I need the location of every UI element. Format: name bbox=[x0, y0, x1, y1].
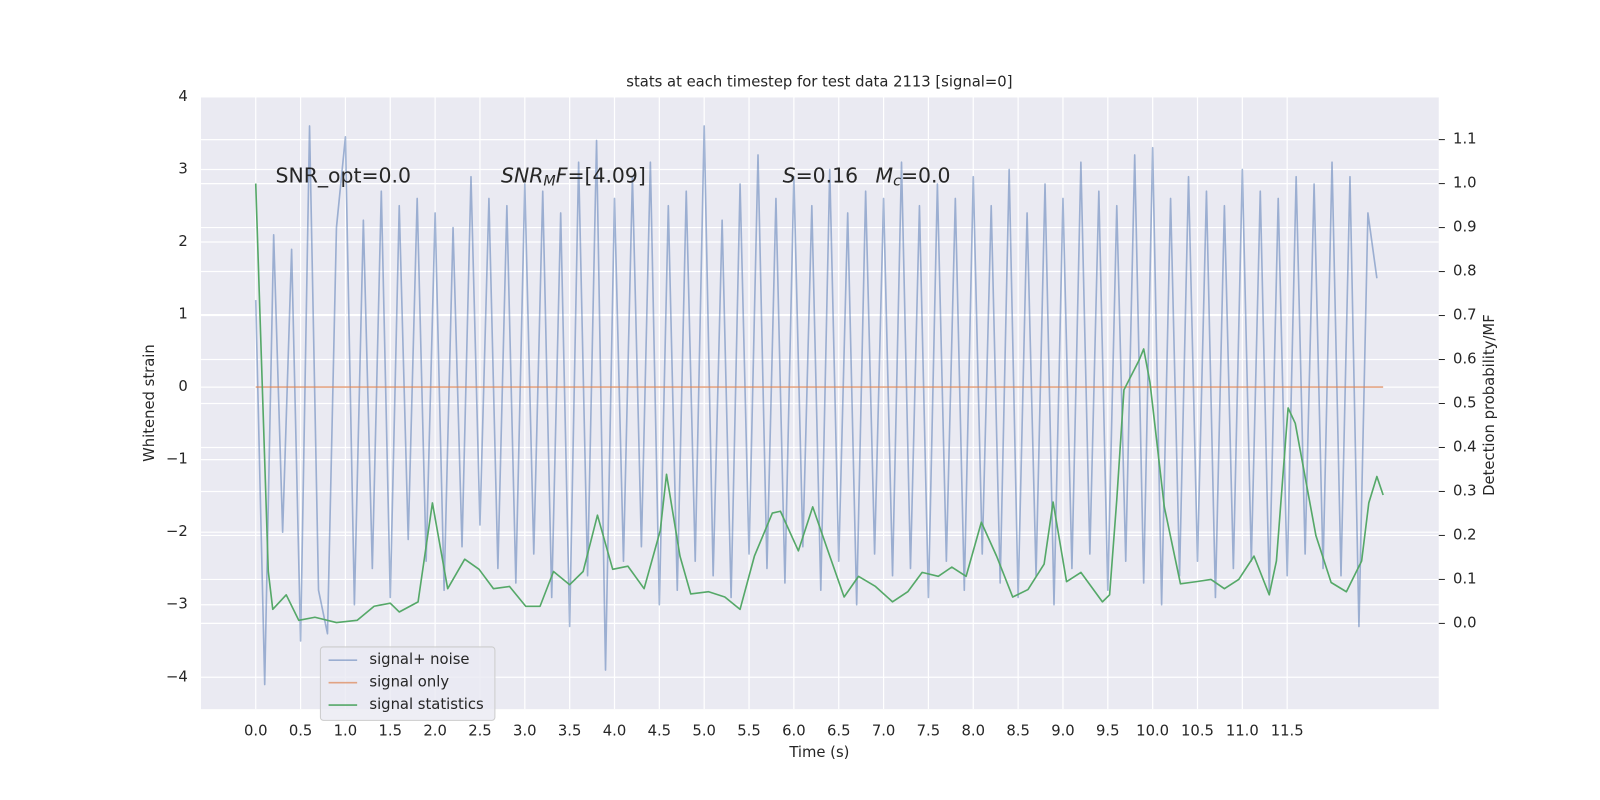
y2-tick-label: 0.7 bbox=[1453, 307, 1477, 324]
annotation-part: SNR bbox=[501, 164, 543, 188]
x-tick-label: 9.0 bbox=[1051, 723, 1075, 740]
x-tick-label: 2.5 bbox=[468, 723, 492, 740]
legend-label: signal only bbox=[369, 674, 449, 691]
y2-tick-label: 0.8 bbox=[1453, 263, 1477, 280]
x-tick-label: 6.0 bbox=[782, 723, 806, 740]
annotation: SNR_opt=0.0 bbox=[276, 164, 411, 189]
x-tick-label: 2.0 bbox=[423, 723, 447, 740]
x-tick-label: 1.5 bbox=[379, 723, 403, 740]
y-tick-label: 3 bbox=[178, 160, 187, 177]
x-tick-label: 11.5 bbox=[1271, 723, 1304, 740]
annotation-part: SNR_opt=0.0 bbox=[276, 164, 411, 189]
legend-label: signal statistics bbox=[369, 696, 483, 713]
y-tick-label: 1 bbox=[178, 306, 187, 323]
annotation: S=0.16 bbox=[783, 164, 858, 188]
y2-tick-label: 0.6 bbox=[1453, 351, 1477, 368]
x-tick-label: 8.5 bbox=[1006, 723, 1030, 740]
x-tick-label: 6.5 bbox=[827, 723, 851, 740]
x-tick-label: 1.0 bbox=[334, 723, 358, 740]
y-tick-label: −4 bbox=[166, 668, 188, 685]
annotation-part: S bbox=[783, 164, 796, 188]
y2-tick-label: 0.1 bbox=[1453, 570, 1477, 587]
x-axis-label: Time (s) bbox=[788, 744, 849, 761]
y-tick-label: 2 bbox=[178, 233, 187, 250]
x-tick-label: 10.0 bbox=[1136, 723, 1169, 740]
legend-frame bbox=[319, 646, 496, 721]
y2-tick-label: 1.1 bbox=[1453, 131, 1477, 148]
x-tick-label: 5.0 bbox=[692, 723, 716, 740]
annotation-part: M bbox=[543, 174, 555, 190]
legend-label: signal+ noise bbox=[369, 651, 469, 668]
y-axis-label: Whitened strain bbox=[141, 344, 158, 462]
x-tick-label: 4.5 bbox=[648, 723, 672, 740]
x-tick-label: 0.0 bbox=[244, 723, 268, 740]
labels: 0.0 0.5 1.0 1.5 2.0 2.5 3.0 3.5 4.0 4.5 5.0 5.5 6.0 6… bbox=[166, 88, 1477, 740]
y-tick-label: −2 bbox=[166, 523, 188, 540]
x-tick-label: 8.0 bbox=[962, 723, 986, 740]
y-tick-label: 4 bbox=[178, 88, 187, 105]
annotation: Mc=0.0 bbox=[876, 164, 951, 190]
legend: signal+ noise signal only signal statistic… bbox=[319, 646, 496, 721]
annotation-part: F bbox=[556, 164, 568, 188]
annotation-part: =0.0 bbox=[901, 164, 951, 188]
annotation-part: M bbox=[876, 164, 894, 188]
x-tick-label: 7.5 bbox=[917, 723, 941, 740]
annotation-part: =0.16 bbox=[796, 164, 859, 188]
y2-tick-label: 0.2 bbox=[1453, 526, 1477, 543]
x-tick-label: 3.0 bbox=[513, 723, 537, 740]
y2-axis-label: Detection probability/MF bbox=[1481, 314, 1498, 496]
annotation: SNRMF=[4.09] bbox=[501, 164, 646, 190]
y-tick-label: −1 bbox=[166, 451, 188, 468]
y-tick-label: −3 bbox=[166, 596, 188, 613]
y2-tick-label: 1.0 bbox=[1453, 175, 1477, 192]
x-tick-label: 11.0 bbox=[1226, 723, 1259, 740]
marks bbox=[254, 125, 1384, 686]
x-tick-label: 5.5 bbox=[737, 723, 761, 740]
series-line bbox=[254, 183, 1384, 624]
y-tick-label: 0 bbox=[178, 378, 187, 395]
series-line bbox=[254, 125, 1378, 686]
y2-tick-label: 0.4 bbox=[1453, 438, 1477, 455]
chart-title: stats at each timestep for test data 211… bbox=[626, 74, 1012, 91]
x-tick-label: 3.5 bbox=[558, 723, 582, 740]
y2-tick-label: 0.0 bbox=[1453, 614, 1477, 631]
y2-tick-label: 0.9 bbox=[1453, 219, 1477, 236]
y2-tick-label: 0.5 bbox=[1453, 394, 1477, 411]
annotation-part: =[4.09] bbox=[567, 164, 645, 188]
annotation-part: c bbox=[893, 174, 901, 190]
x-tick-label: 4.0 bbox=[603, 723, 627, 740]
figure: 0.0 0.5 1.0 1.5 2.0 2.5 3.0 3.5 4.0 4.5 5.0 5.5 6.0 6… bbox=[141, 74, 1498, 761]
x-tick-label: 9.5 bbox=[1096, 723, 1120, 740]
x-tick-label: 0.5 bbox=[289, 723, 313, 740]
x-tick-label: 7.0 bbox=[872, 723, 896, 740]
y2-tick-label: 0.3 bbox=[1453, 482, 1477, 499]
x-tick-label: 10.5 bbox=[1181, 723, 1214, 740]
